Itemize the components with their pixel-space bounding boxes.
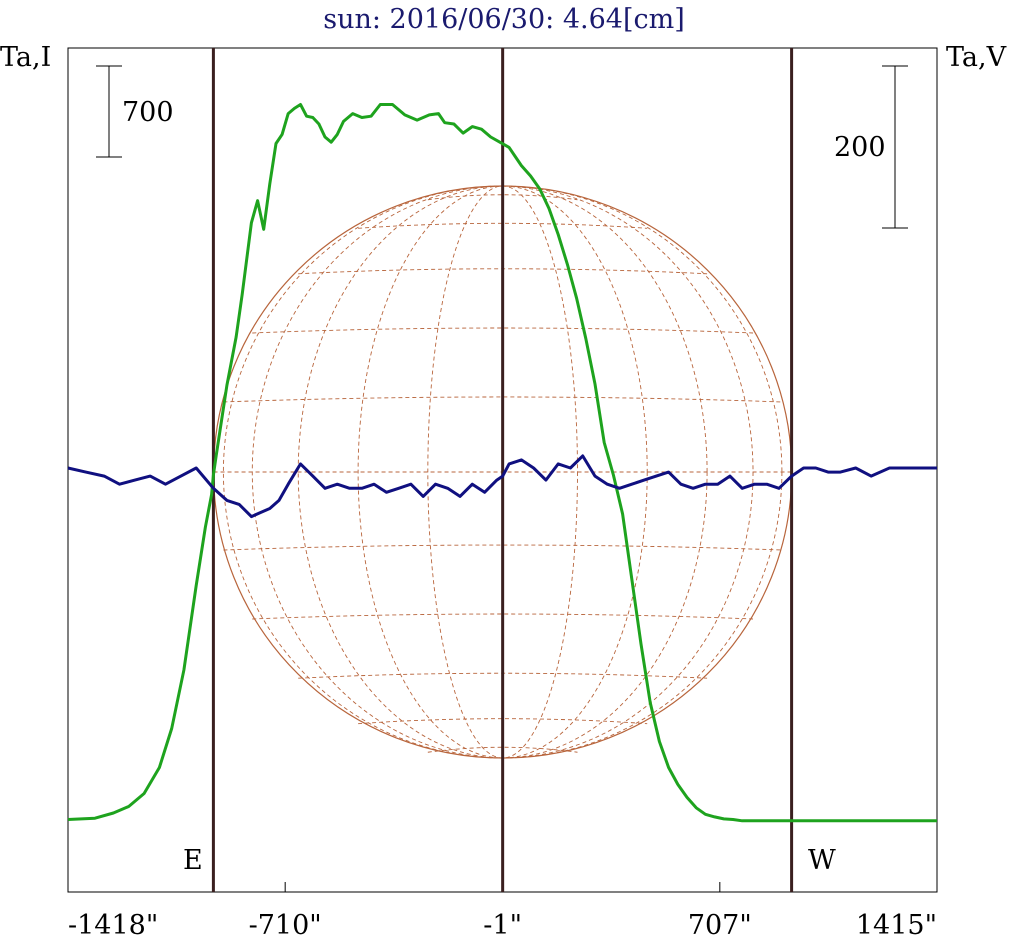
west-label: W bbox=[808, 845, 836, 876]
solar-latitude-line bbox=[223, 544, 782, 551]
right-scale-bar-label: 200 bbox=[834, 132, 886, 163]
solar-latitude-line bbox=[358, 718, 648, 725]
x-tick-label: 707" bbox=[688, 910, 752, 941]
solar-longitude-line bbox=[502, 185, 708, 759]
x-tick-label: -710" bbox=[249, 910, 322, 941]
left-axis-label: Ta,I bbox=[0, 42, 51, 73]
left-scale-bar-label: 700 bbox=[122, 97, 174, 128]
right-axis-label: Ta,V bbox=[946, 42, 1007, 73]
x-tick-label: 1415" bbox=[856, 910, 937, 941]
x-tick-label: -1418" bbox=[68, 910, 158, 941]
chart-title: sun: 2016/06/30: 4.64[cm] bbox=[323, 4, 685, 35]
x-tick-label: -1" bbox=[483, 910, 522, 941]
solar-longitude-line bbox=[357, 185, 503, 759]
intensity-series-line bbox=[67, 103, 937, 823]
solar-longitude-line bbox=[502, 185, 754, 759]
solar-longitude-line bbox=[502, 185, 648, 759]
east-label: E bbox=[183, 845, 203, 876]
solar-longitude-line bbox=[427, 185, 503, 759]
series-group bbox=[67, 103, 937, 823]
x-tick-labels: -1418" -710" -1" 707" 1415" bbox=[68, 910, 937, 941]
limb-markers bbox=[211, 48, 794, 892]
scale-bars bbox=[96, 65, 908, 229]
solar-longitude-line bbox=[251, 185, 503, 759]
solar-latitude-line bbox=[223, 396, 782, 403]
solar-latitude-line bbox=[427, 194, 578, 201]
solar-latitude-line bbox=[358, 222, 648, 229]
polarization-series-line bbox=[67, 454, 937, 519]
solar-longitude-line bbox=[502, 185, 783, 759]
